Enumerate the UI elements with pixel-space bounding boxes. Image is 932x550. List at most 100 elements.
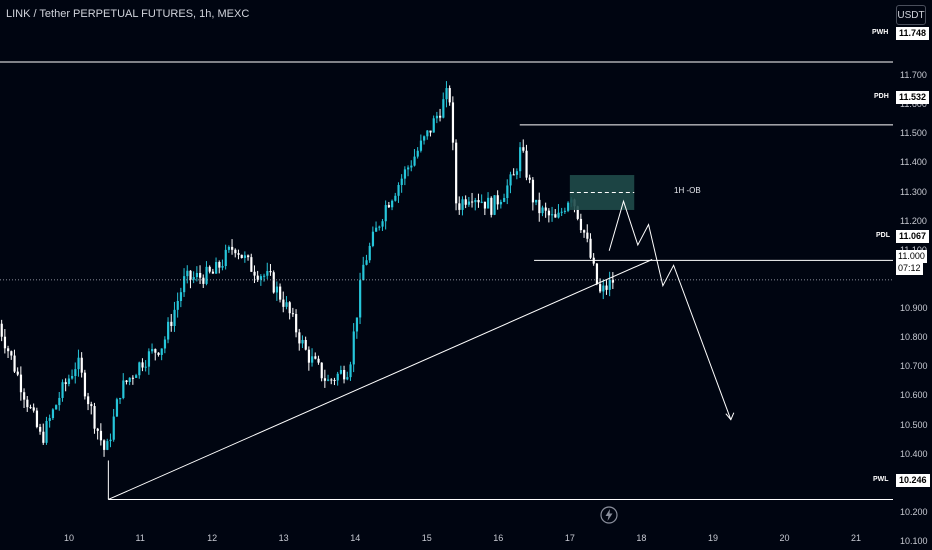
candle-body — [595, 263, 599, 285]
candle-body — [458, 203, 461, 210]
candle-body — [10, 351, 13, 356]
candle-body — [343, 369, 346, 380]
price-tick-label: 11.100 — [900, 245, 927, 255]
time-tick-label: 21 — [851, 533, 862, 543]
candle-body — [602, 285, 605, 292]
price-tick-label: 10.800 — [900, 332, 928, 343]
candle-body — [435, 115, 439, 119]
candle-body — [579, 218, 583, 231]
candle-body — [531, 179, 535, 203]
candle-body — [419, 140, 423, 151]
time-tick-label: 13 — [278, 533, 289, 543]
candle-body — [391, 200, 394, 208]
candle-body — [544, 207, 547, 211]
candle-body — [400, 178, 403, 186]
candle-body — [272, 272, 275, 293]
candle-body — [19, 374, 23, 393]
candle-body — [311, 356, 314, 363]
price-tick-label: 11.200 — [900, 215, 927, 226]
candle-body — [547, 210, 551, 216]
candle-body — [250, 257, 253, 272]
candle-body — [349, 364, 352, 378]
candle-body — [474, 200, 477, 203]
candle-body — [410, 165, 413, 168]
candle-body — [282, 299, 285, 307]
candle-body — [439, 115, 442, 118]
candle-body — [307, 349, 311, 363]
candle-body — [135, 375, 138, 378]
candle-body — [528, 177, 531, 180]
currency-button[interactable]: USDT — [896, 5, 926, 25]
candle-body — [157, 352, 160, 355]
candle-body — [131, 377, 135, 379]
candle-body — [141, 362, 144, 368]
candle-body — [599, 284, 602, 292]
candle-body — [451, 102, 455, 143]
candle-body — [490, 197, 493, 215]
candle-body — [35, 410, 39, 427]
candle-body — [506, 185, 509, 199]
price-tick-label: 10.900 — [900, 303, 928, 313]
candle-body — [304, 339, 307, 350]
candle-body — [515, 171, 519, 175]
candle-body — [90, 404, 93, 407]
lightning-bolt-icon[interactable] — [600, 506, 618, 524]
candle-body — [138, 362, 141, 376]
price-tick-label: 10.200 — [900, 506, 928, 517]
candle-body — [291, 313, 295, 315]
candle-body — [365, 260, 368, 265]
candle-body — [320, 362, 323, 379]
candle-body — [170, 321, 173, 327]
candle-body — [560, 211, 563, 213]
candle-body — [173, 309, 176, 327]
candle-body — [355, 317, 359, 332]
candle-body — [112, 416, 115, 440]
candle-body — [231, 246, 234, 250]
candle-body — [199, 272, 202, 278]
candle-body — [240, 254, 243, 258]
candle-body — [471, 201, 474, 203]
candle-body — [346, 377, 349, 380]
candle-body — [509, 174, 512, 186]
candle-body — [176, 300, 179, 310]
candle-body — [61, 382, 64, 398]
candle-body — [13, 355, 16, 372]
candle-body — [215, 262, 218, 274]
projection-path — [608, 199, 732, 420]
time-tick-label: 20 — [779, 533, 790, 543]
candle-body — [371, 231, 375, 246]
candle-body — [87, 396, 90, 405]
candle-body — [423, 136, 426, 141]
candle-body — [535, 199, 538, 203]
candle-body — [151, 349, 154, 352]
candle-body — [266, 271, 269, 276]
price-tick-label: 10.500 — [900, 419, 928, 430]
candle-body — [32, 407, 35, 411]
candle-body — [218, 262, 221, 268]
candle-body — [29, 407, 32, 409]
candle-body — [221, 266, 224, 268]
candle-body — [147, 351, 151, 367]
price-tick-label: 11.300 — [900, 186, 927, 197]
pdh-label: PDH — [874, 93, 889, 100]
candle-body — [154, 349, 157, 353]
candle-body — [51, 409, 55, 419]
candle-body — [512, 174, 515, 176]
candle-body — [576, 206, 579, 219]
candle-body — [429, 130, 432, 133]
candle-body — [298, 332, 301, 344]
price-tick-label: 11.400 — [900, 157, 927, 168]
candle-body — [362, 264, 365, 281]
candle-body — [106, 441, 109, 450]
candle-body — [301, 339, 304, 344]
time-tick-label: 15 — [421, 533, 432, 543]
candle-body — [77, 357, 80, 370]
candle-body — [557, 212, 560, 218]
candle-body — [464, 199, 467, 205]
candle-body — [275, 286, 279, 293]
candle-body — [378, 226, 381, 228]
time-tick-label: 11 — [135, 533, 145, 543]
candle-body — [384, 205, 387, 222]
candle-body — [448, 88, 451, 103]
